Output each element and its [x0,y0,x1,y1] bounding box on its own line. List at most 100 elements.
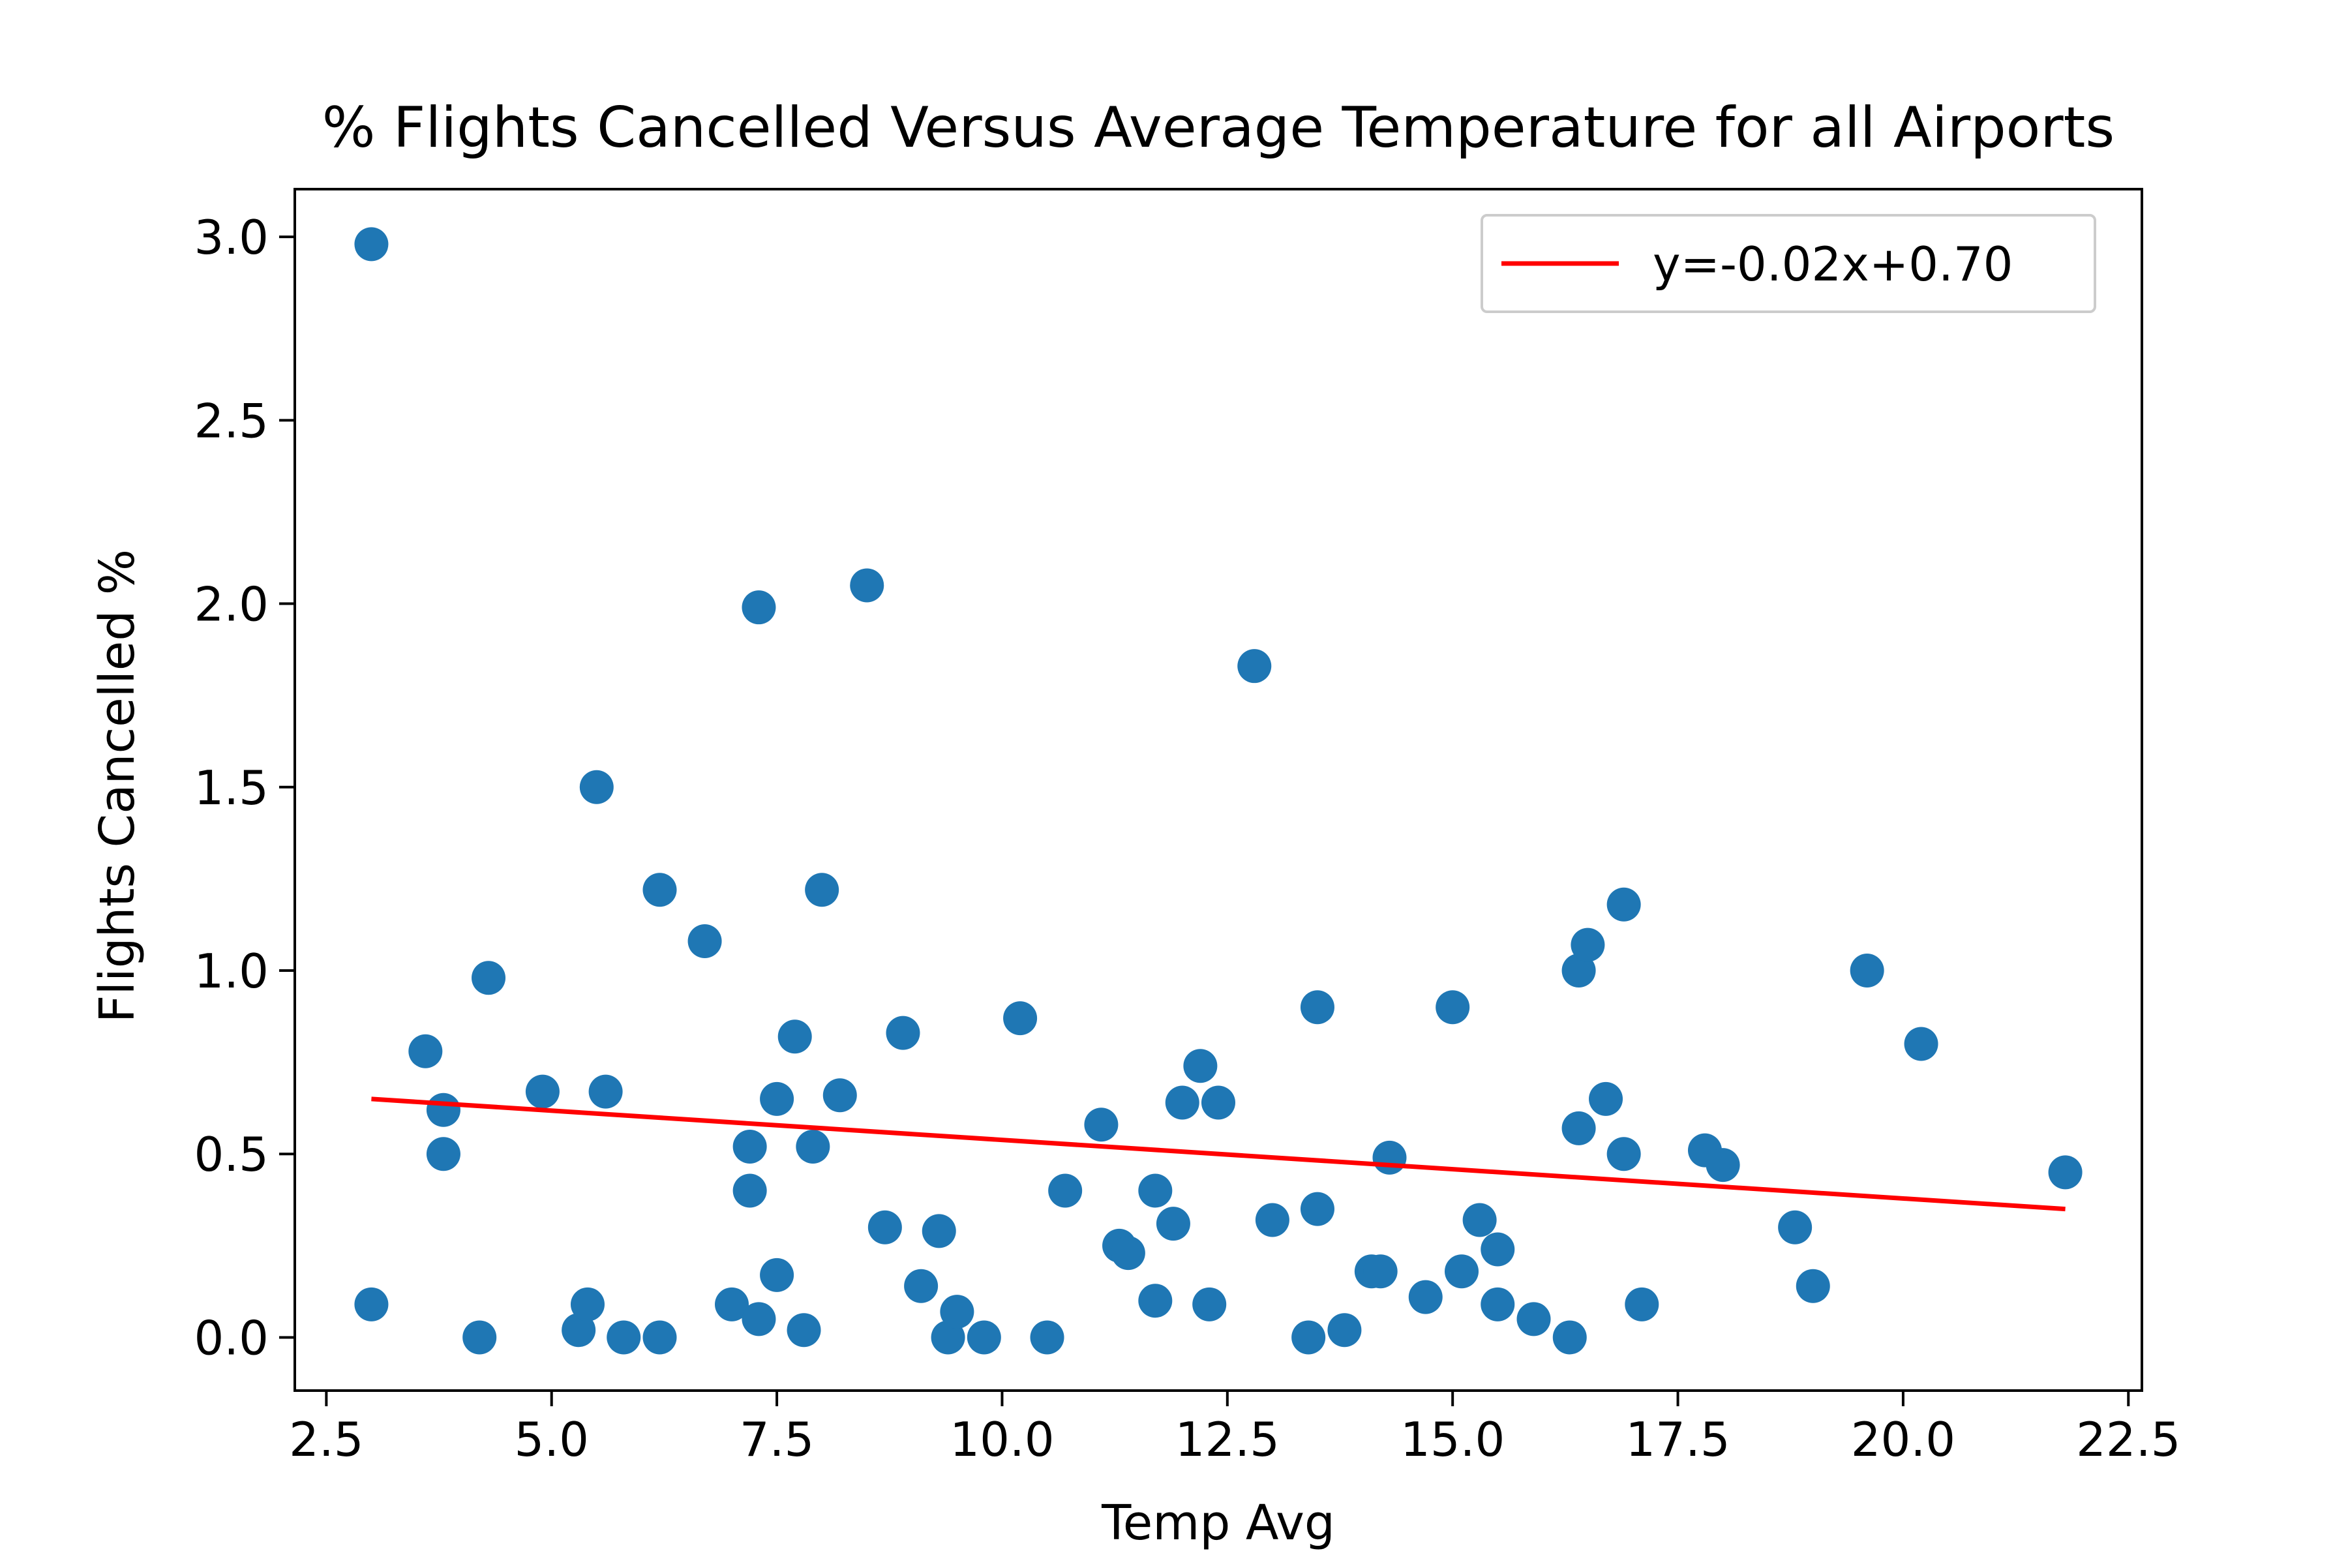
data-point [1192,1287,1227,1321]
data-point [1850,954,1884,988]
data-point [588,1074,623,1109]
plot-area: 2.5 5.0 7.5 10.0 12.5 15.0 17.5 20.0 22.5 0.0 0.5 1… [194,188,2180,1467]
y-tick-label: 0.0 [194,1310,269,1365]
data-point [1444,1254,1479,1289]
data-point [1408,1280,1443,1314]
data-point [1111,1236,1145,1271]
data-point [796,1129,830,1164]
data-point [931,1320,965,1355]
data-point [426,1137,460,1171]
data-point [1291,1320,1326,1355]
data-point [1796,1269,1830,1303]
x-tick-label: 22.5 [2076,1412,2180,1467]
data-point [1481,1287,1515,1321]
data-point [642,1320,677,1355]
data-point [525,1074,560,1109]
data-point [462,1320,497,1355]
data-point [1255,1203,1289,1237]
data-point [570,1287,605,1321]
data-point [1003,1001,1038,1036]
data-point [1462,1203,1497,1237]
data-point [787,1313,821,1348]
data-point [1625,1287,1659,1321]
chart-title: % Flights Cancelled Versus Average Tempe… [322,95,2115,160]
legend-box [1481,214,2096,313]
data-point [777,1019,812,1054]
data-point [732,1129,767,1164]
data-point [1481,1232,1515,1267]
data-point [1436,990,1470,1025]
data-point [408,1034,443,1068]
regression-line [371,1096,2066,1212]
data-point [1552,1320,1587,1355]
data-point [1589,1081,1623,1116]
data-point [354,1287,389,1321]
data-point [805,873,839,907]
data-point [940,1295,974,1329]
data-point [426,1093,460,1127]
data-point [850,568,884,603]
y-tick-label: 3.0 [194,210,269,265]
data-point [1084,1108,1119,1142]
data-point [1516,1302,1551,1336]
y-tick-label: 1.0 [194,944,269,999]
data-point [886,1016,920,1050]
data-point [2048,1155,2083,1190]
data-point [760,1081,794,1116]
data-point [1561,954,1596,988]
data-point [642,873,677,907]
x-tick-label: 17.5 [1625,1412,1730,1467]
x-tick-label: 20.0 [1851,1412,1955,1467]
data-point [1606,887,1641,922]
x-tick-label: 15.0 [1400,1412,1505,1467]
data-point [867,1210,902,1244]
legend: y=-0.02x+0.70 [1481,214,2096,313]
data-point [1048,1173,1083,1208]
data-point [742,1302,776,1336]
data-point [922,1214,956,1248]
data-point [607,1320,641,1355]
y-tick-label: 2.0 [194,577,269,632]
data-point [967,1320,1001,1355]
x-tick-label: 2.5 [289,1412,364,1467]
x-tick-label: 10.0 [950,1412,1054,1467]
data-point [1237,649,1272,684]
y-tick-label: 1.5 [194,761,269,815]
data-point [1363,1254,1398,1289]
data-point [1156,1207,1190,1241]
data-point [732,1173,767,1208]
data-point [1606,1137,1641,1171]
data-point [822,1078,857,1113]
data-point [715,1287,749,1321]
data-point [1165,1085,1199,1120]
data-point [1571,927,1605,962]
data-point [1201,1085,1235,1120]
y-axis-label: Flights Cancelled % [89,549,145,1023]
x-tick-label: 7.5 [740,1412,815,1467]
plot-frame [294,188,2143,1392]
data-point [562,1313,596,1348]
data-point [1778,1210,1813,1244]
data-point [1327,1313,1362,1348]
data-point [1138,1173,1173,1208]
x-tick-label: 12.5 [1175,1412,1280,1467]
data-point [354,227,389,262]
data-point [1706,1148,1740,1183]
data-point [1183,1049,1218,1083]
data-point [742,590,776,625]
y-tick-label: 2.5 [194,393,269,448]
data-point [472,961,506,995]
data-point [1138,1284,1173,1318]
legend-label: y=-0.02x+0.70 [1653,237,2013,292]
data-point [1030,1320,1064,1355]
x-axis-label: Temp Avg [1101,1495,1335,1551]
data-point [760,1258,794,1292]
data-point [1561,1111,1596,1145]
data-point [1300,990,1334,1025]
y-tick-label: 0.5 [194,1127,269,1182]
data-point [687,924,722,959]
data-point [1904,1027,1938,1061]
data-point [904,1269,939,1303]
